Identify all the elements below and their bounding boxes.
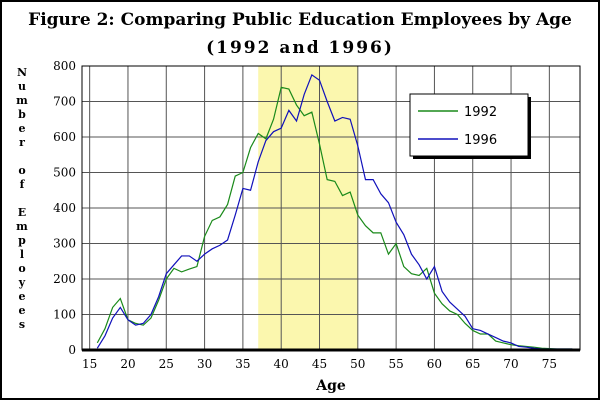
y-tick-label: 600 xyxy=(53,130,76,144)
y-label-letter: u xyxy=(18,80,26,93)
x-tick-label: 55 xyxy=(388,357,403,371)
y-tick-label: 300 xyxy=(53,237,76,251)
y-label-letter: r xyxy=(19,136,25,149)
y-label-letter: e xyxy=(18,122,26,135)
series-line-1996 xyxy=(96,73,573,350)
x-tick-label: 40 xyxy=(274,357,289,371)
y-tick-label: 800 xyxy=(53,59,76,73)
y-tick-label: 100 xyxy=(53,308,76,322)
y-label-letter: s xyxy=(18,318,26,331)
x-tick-label: 60 xyxy=(427,357,442,371)
y-tick-label: 400 xyxy=(53,201,76,215)
x-tick-label: 20 xyxy=(120,357,135,371)
series-line-1992 xyxy=(96,86,573,350)
y-label-letter: N xyxy=(16,66,28,79)
y-label-letter: p xyxy=(18,234,26,247)
y-label-letter: f xyxy=(19,178,25,191)
x-tick-label: 30 xyxy=(197,357,212,371)
legend-box xyxy=(409,93,529,157)
chart-title: Figure 2: Comparing Public Education Emp… xyxy=(28,10,572,30)
x-tick-label: 75 xyxy=(542,357,557,371)
y-tick-label: 500 xyxy=(53,166,76,180)
x-tick-label: 50 xyxy=(350,357,365,371)
y-label-letter: m xyxy=(16,220,28,233)
y-label-letter: m xyxy=(16,94,28,107)
y-label-letter: y xyxy=(18,276,26,289)
y-label-letter: b xyxy=(18,108,26,121)
x-tick-label: 65 xyxy=(465,357,480,371)
y-label-letter: e xyxy=(18,304,26,317)
legend-shadow-right xyxy=(528,97,531,159)
legend-shadow-bottom xyxy=(413,156,531,159)
y-label-letter: E xyxy=(17,206,27,219)
x-tick-label: 70 xyxy=(503,357,518,371)
y-label-letter: o xyxy=(18,164,26,177)
legend-label-1992: 1992 xyxy=(464,105,497,120)
legend-label-1996: 1996 xyxy=(464,133,497,148)
y-label-letter: o xyxy=(18,262,26,275)
x-tick-label: 25 xyxy=(159,357,174,371)
x-tick-label: 35 xyxy=(235,357,250,371)
y-label-letter: e xyxy=(18,290,26,303)
chart-subtitle: (1992 and 1996) xyxy=(206,38,394,58)
y-tick-label: 0 xyxy=(68,343,76,357)
y-tick-label: 700 xyxy=(53,95,76,109)
x-axis-label: Age xyxy=(315,378,346,394)
x-tick-label: 15 xyxy=(82,357,97,371)
y-label-letter: l xyxy=(19,248,25,261)
x-tick-label: 45 xyxy=(312,357,327,371)
y-tick-label: 200 xyxy=(53,272,76,286)
